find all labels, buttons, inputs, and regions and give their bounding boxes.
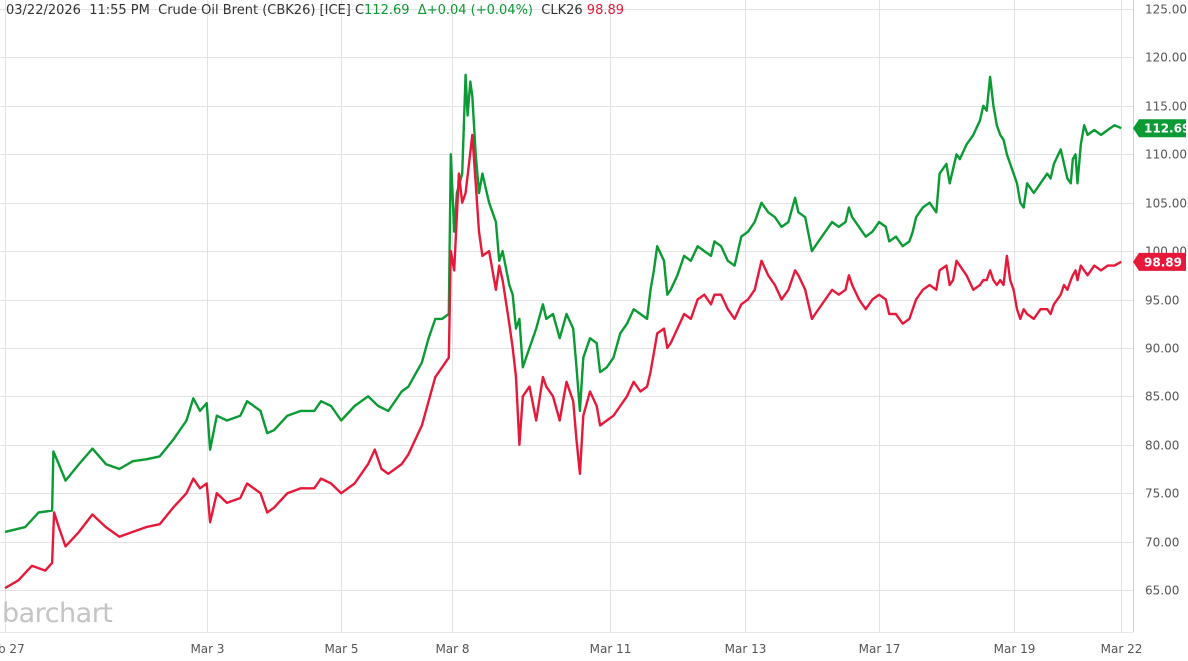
x-tick-label: b 27	[0, 642, 25, 656]
y-tick-label: 105.00	[1145, 197, 1187, 211]
x-tick-label: Mar 17	[859, 642, 901, 656]
x-tick-label: Mar 3	[190, 642, 224, 656]
last-price-tag-cbk26: 112.69	[1133, 119, 1188, 138]
y-axis: 65.0070.0075.0080.0085.0090.0095.00100.0…	[1133, 0, 1187, 632]
y-tick-label: 110.00	[1145, 148, 1187, 162]
header-compare-symbol: CLK26	[541, 3, 583, 18]
last-price-tags: 112.69 98.89	[1133, 119, 1188, 271]
last-price-tag-clk26: 98.89	[1133, 252, 1186, 271]
x-tick-label: Mar 19	[994, 642, 1036, 656]
x-tick-label: Mar 5	[324, 642, 358, 656]
y-tick-label: 85.00	[1145, 390, 1179, 404]
chart-series	[4, 73, 1122, 590]
chart-grid	[0, 0, 1133, 632]
barchart-logo: barchart	[2, 598, 113, 629]
price-tag-bg	[1133, 252, 1186, 271]
x-tick-label: Mar 13	[725, 642, 767, 656]
y-tick-label: 95.00	[1145, 294, 1179, 308]
header-close-prefix: C	[354, 3, 365, 18]
header-date: 03/22/2026	[6, 3, 81, 18]
y-tick-label: 65.00	[1145, 584, 1179, 598]
x-tick-label: Mar 8	[435, 642, 469, 656]
header-compare-value: 98.89	[586, 3, 625, 18]
price-tag-label: 112.69	[1144, 122, 1188, 136]
y-tick-label: 70.00	[1145, 536, 1179, 550]
x-tick-label: Mar 11	[590, 642, 632, 656]
y-tick-label: 80.00	[1145, 439, 1179, 453]
y-tick-label: 90.00	[1145, 342, 1179, 356]
y-tick-label: 115.00	[1145, 100, 1187, 114]
series-line-cbk26	[4, 73, 1122, 534]
price-tag-label: 98.89	[1144, 255, 1182, 269]
y-tick-label: 125.00	[1145, 3, 1187, 17]
x-tick-label: Mar 22	[1101, 642, 1143, 656]
header-time: 11:55 PM	[89, 3, 150, 18]
x-axis: b 27 Mar 3 Mar 5 Mar 8 Mar 11 Mar 13 Mar 17 Mar…	[0, 632, 1143, 656]
y-tick-label: 120.00	[1145, 51, 1187, 65]
y-tick-label: 75.00	[1145, 487, 1179, 501]
price-tag-bg	[1133, 119, 1186, 138]
header-change: Δ+0.04 (+0.04%)	[417, 3, 533, 18]
series-line-clk26	[4, 133, 1122, 590]
chart-header: 03/22/2026 11:55 PM Crude Oil Brent (CBK…	[6, 3, 624, 18]
header-close-value: 112.69	[364, 3, 410, 18]
header-instrument: Crude Oil Brent (CBK26) [ICE]	[158, 3, 351, 18]
